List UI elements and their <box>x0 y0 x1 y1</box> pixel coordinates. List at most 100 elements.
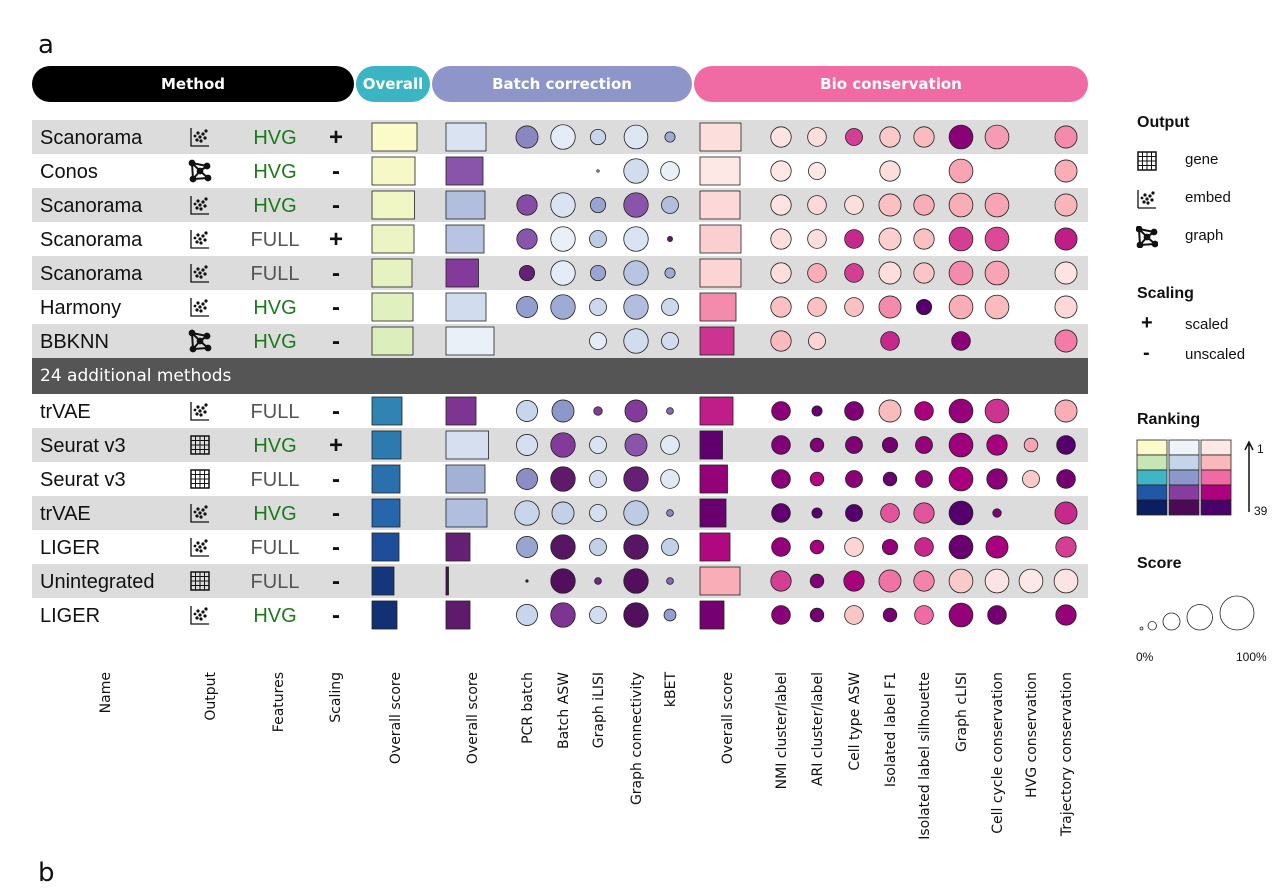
batch-overall-bar <box>445 122 487 152</box>
bio-metric-circle <box>948 534 974 560</box>
bio-metric-circle <box>914 537 934 557</box>
ranking-swatch <box>1136 454 1168 471</box>
bio-metric-circle <box>948 602 974 628</box>
bio-metric-circle <box>844 605 864 625</box>
batch-metric-circle <box>623 124 649 150</box>
row-features: FULL <box>251 537 300 559</box>
batch-metric-circle <box>623 294 649 320</box>
batch-metric-circle <box>589 196 607 214</box>
row-name: Seurat v3 <box>40 469 126 491</box>
bio-metric-circle <box>986 434 1008 456</box>
bio-overall-bar <box>699 430 723 460</box>
bio-metric-circle <box>1054 399 1078 423</box>
gene-grid-icon <box>190 469 210 489</box>
column-label: Cell type ASW <box>847 672 863 771</box>
bio-overall-bar <box>699 326 735 356</box>
ranking-arrow-icon <box>1244 440 1254 512</box>
ranking-swatch <box>1168 454 1200 471</box>
batch-metric-circle <box>516 604 538 626</box>
overall-score-bar <box>371 122 418 152</box>
batch-metric-circle <box>550 260 576 286</box>
overall-score-bar <box>371 224 415 254</box>
bio-metric-circle <box>948 192 974 218</box>
batch-metric-circle <box>589 436 607 454</box>
column-label: Scaling <box>328 672 344 723</box>
column-label: kBET <box>663 672 679 708</box>
bio-metric-circle <box>984 398 1010 424</box>
overall-score-bar <box>371 326 414 356</box>
bio-metric-circle <box>1054 295 1078 319</box>
graph-network-icon <box>188 159 212 183</box>
score-size-circle <box>1186 604 1213 631</box>
bio-metric-circle <box>948 158 974 184</box>
bio-metric-circle <box>986 468 1008 490</box>
overall-score-bar <box>371 190 415 220</box>
bio-metric-circle <box>1054 159 1078 183</box>
graph-network-icon <box>188 329 212 353</box>
bio-overall-bar <box>699 224 742 254</box>
bio-metric-circle <box>811 405 823 417</box>
batch-metric-circle <box>666 407 674 415</box>
embed-scatter-icon <box>190 298 209 317</box>
batch-metric-circle <box>660 469 680 489</box>
bio-metric-circle <box>807 263 827 283</box>
batch-metric-circle <box>550 294 576 320</box>
batch-metric-circle <box>514 500 540 526</box>
embed-scatter-icon <box>190 230 209 249</box>
overall-score-bar <box>371 258 413 288</box>
ranking-swatch <box>1200 484 1232 501</box>
ranking-swatch <box>1168 499 1200 516</box>
bio-metric-circle <box>985 535 1009 559</box>
batch-metric-circle <box>623 260 649 286</box>
bio-metric-circle <box>984 568 1010 594</box>
batch-metric-circle <box>516 536 538 558</box>
column-label: Overall score <box>388 672 404 764</box>
panel-letter-a: a <box>38 30 54 60</box>
bio-metric-circle <box>984 226 1010 252</box>
row-scaling: + <box>329 124 343 151</box>
batch-metric-circle <box>623 328 649 354</box>
bio-metric-circle <box>809 539 825 555</box>
batch-overall-bar <box>445 258 479 288</box>
bio-metric-circle <box>913 126 935 148</box>
batch-metric-circle <box>516 228 538 250</box>
row-features: FULL <box>251 229 300 251</box>
bio-metric-circle <box>984 260 1010 286</box>
row-features: HVG <box>253 297 296 319</box>
column-label: Name <box>98 672 114 713</box>
batch-overall-bar <box>445 498 488 528</box>
header-batch-correction: Batch correction <box>432 66 692 102</box>
batch-metric-circle <box>623 192 649 218</box>
bio-metric-circle <box>951 331 971 351</box>
column-label: Cell cycle conservation <box>990 672 1006 834</box>
row-name: trVAE <box>40 401 91 423</box>
batch-metric-circle <box>589 230 607 248</box>
bio-metric-circle <box>878 261 902 285</box>
row-scaling: + <box>329 432 343 459</box>
bio-metric-circle <box>879 160 901 182</box>
ranking-swatch <box>1136 499 1168 516</box>
batch-metric-circle <box>516 194 538 216</box>
bio-overall-bar <box>699 566 741 596</box>
row-features: FULL <box>251 263 300 285</box>
batch-metric-circle <box>593 406 603 416</box>
batch-metric-circle <box>550 192 576 218</box>
ranking-swatch <box>1168 469 1200 486</box>
embed-scatter-icon <box>190 128 209 147</box>
bio-metric-circle <box>1054 125 1078 149</box>
legend-output-graph: graph <box>1185 227 1224 244</box>
bio-metric-circle <box>843 570 865 592</box>
batch-metric-circle <box>525 579 529 583</box>
bio-metric-circle <box>807 195 827 215</box>
bio-metric-circle <box>1054 193 1078 217</box>
ranking-swatch <box>1200 439 1232 456</box>
legend-score-max: 100% <box>1236 650 1267 664</box>
batch-metric-circle <box>589 264 607 282</box>
batch-metric-circle <box>667 236 673 242</box>
bio-metric-circle <box>948 226 974 252</box>
row-name: trVAE <box>40 503 91 525</box>
bio-metric-circle <box>1053 568 1079 594</box>
bio-metric-circle <box>948 398 974 424</box>
graph-network-icon <box>1136 226 1158 248</box>
batch-metric-circle <box>623 568 649 594</box>
